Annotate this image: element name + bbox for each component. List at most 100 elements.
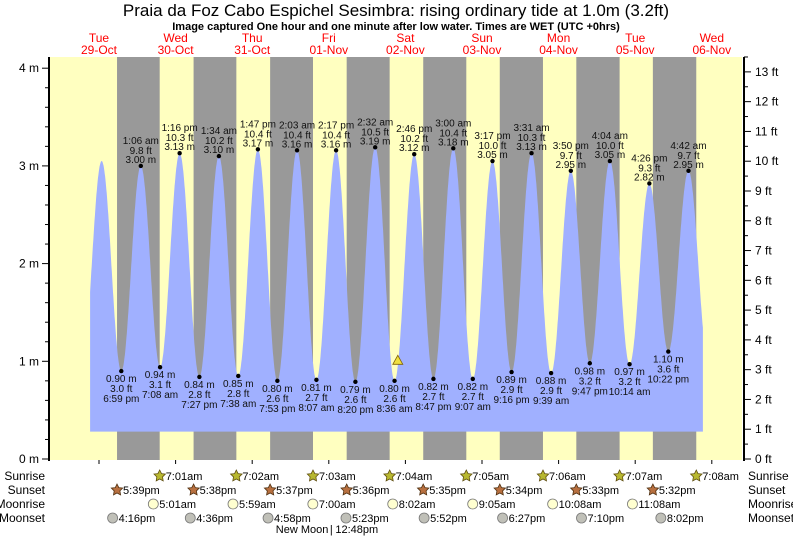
- moonset-icon: [418, 512, 430, 524]
- low-tide-m-label: 0.89 m: [496, 375, 527, 386]
- sunrise-time: 7:08am: [702, 471, 739, 483]
- high-tide-time-label: 2:32 am: [357, 117, 393, 128]
- low-tide-m-label: 0.79 m: [340, 385, 371, 396]
- low-tide-dot: [157, 364, 163, 370]
- moonrise-icon: [307, 498, 319, 510]
- low-tide-time-label: 9:47 pm: [572, 386, 608, 397]
- low-tide-dot: [392, 378, 397, 384]
- high-tide-ft-label: 10.4 ft: [322, 130, 350, 141]
- y-left-tick-label: 4 m: [19, 61, 39, 75]
- high-tide-m-label: 3.16 m: [321, 139, 352, 150]
- high-tide-dot: [647, 181, 652, 186]
- moonrise-icon: [147, 498, 159, 510]
- low-tide-m-label: 0.81 m: [301, 383, 332, 394]
- day-of-week-label: Fri: [322, 31, 336, 45]
- day-of-week-label: Wed: [163, 31, 187, 45]
- y-right-tick-label: 3 ft: [755, 363, 772, 377]
- moonrise-icon: [547, 498, 559, 510]
- moonset-icon: [497, 512, 508, 524]
- sunrise-icon: [153, 469, 167, 482]
- high-tide-time-label: 3:31 am: [513, 123, 549, 134]
- low-tide-m-label: 0.84 m: [184, 380, 215, 391]
- low-tide-m-label: 0.85 m: [223, 379, 254, 390]
- y-right-tick-label: 6 ft: [755, 273, 772, 287]
- high-tide-time-label: 1:47 pm: [240, 119, 276, 130]
- low-tide-ft-label: 3.2 ft: [579, 376, 601, 387]
- high-tide-m-label: 3.10 m: [204, 145, 235, 156]
- low-tide-ft-label: 3.1 ft: [149, 380, 171, 391]
- low-tide-ft-label: 2.7 ft: [422, 392, 444, 403]
- low-tide-time-label: 10:14 am: [609, 387, 651, 398]
- high-tide-ft-label: 10.3 ft: [166, 133, 194, 144]
- high-tide-time-label: 4:04 am: [592, 131, 628, 142]
- high-tide-ft-label: 10.4 ft: [244, 129, 272, 140]
- sunset-time: 5:33pm: [582, 485, 619, 497]
- moonset-row-label-right: Moonset: [748, 511, 793, 525]
- moonset-time: 6:27pm: [509, 513, 546, 525]
- sunrise-icon: [689, 469, 703, 482]
- y-right-tick-label: 10 ft: [755, 154, 779, 168]
- y-right-tick-label: 9 ft: [755, 184, 772, 198]
- chart-title: Praia da Foz Cabo Espichel Sesimbra: ris…: [123, 1, 669, 20]
- high-tide-ft-label: 9.7 ft: [560, 151, 582, 162]
- low-tide-m-label: 0.90 m: [106, 374, 137, 385]
- moonrise-icon: [387, 498, 399, 510]
- sunrise-time: 7:03am: [319, 471, 356, 483]
- low-tide-m-label: 0.88 m: [536, 376, 567, 387]
- day-of-week-label: Tue: [89, 31, 110, 45]
- high-tide-dot: [138, 163, 144, 169]
- sunrise-time: 7:02am: [242, 471, 279, 483]
- low-tide-time-label: 7:08 am: [142, 390, 178, 401]
- low-tide-time-label: 10:22 pm: [647, 375, 689, 386]
- tide-labels: 0.90 m3.0 ft6:59 pm 1:06 am9.8 ft3.00 m 0.…: [103, 117, 706, 415]
- sunset-time: 5:36pm: [353, 485, 390, 497]
- sunset-row-label: Sunset: [8, 483, 46, 497]
- moonset-icon: [184, 512, 196, 524]
- high-tide-ft-label: 9.3 ft: [638, 163, 660, 174]
- high-tide-ft-label: 10.5 ft: [361, 127, 389, 138]
- high-tide-time-label: 2:17 pm: [318, 120, 354, 131]
- high-tide-dot: [255, 147, 261, 152]
- sunrise-time: 7:07am: [626, 471, 663, 483]
- sunset-time: 5:38pm: [200, 485, 237, 497]
- high-tide-ft-label: 10.3 ft: [518, 133, 546, 144]
- sunrise-icon: [459, 469, 473, 482]
- low-tide-ft-label: 3.6 ft: [657, 365, 679, 376]
- high-tide-ft-label: 10.0 ft: [479, 141, 507, 152]
- sunrise-time: 7:06am: [549, 471, 586, 483]
- y-right-tick-label: 12 ft: [755, 95, 779, 109]
- sunset-icon: [493, 483, 507, 496]
- high-tide-time-label: 1:34 am: [201, 126, 237, 137]
- sunrise-icon: [229, 469, 243, 482]
- moonset-time: 5:52pm: [430, 513, 467, 525]
- low-tide-dot: [236, 373, 241, 379]
- high-tide-dot: [490, 158, 495, 164]
- low-tide-dot: [587, 361, 593, 366]
- day-of-week-label: Mon: [547, 31, 570, 45]
- low-tide-time-label: 7:27 pm: [181, 400, 217, 411]
- low-tide-ft-label: 2.7 ft: [305, 393, 327, 404]
- astro-rows: Sunrise Sunrise 7:01am 7:02am 7:03am 7:04am 7:…: [0, 469, 793, 536]
- date-label: 02-Nov: [386, 43, 425, 57]
- low-tide-dot: [548, 370, 554, 376]
- sunrise-icon: [306, 469, 320, 482]
- high-tide-dot: [451, 146, 456, 151]
- high-tide-m-label: 3.17 m: [243, 138, 274, 149]
- low-tide-dot: [431, 376, 436, 382]
- sunrise-time: 7:05am: [472, 471, 509, 483]
- y-left-tick-label: 0 m: [19, 452, 39, 466]
- high-tide-m-label: 3.18 m: [438, 137, 469, 148]
- low-tide-dot: [314, 377, 319, 383]
- low-tide-time-label: 8:36 am: [376, 404, 412, 415]
- moonset-time: 4:58pm: [274, 513, 311, 525]
- low-tide-dot: [197, 374, 202, 380]
- y-right-tick-label: 2 ft: [755, 392, 772, 406]
- moonset-row-label: Moonset: [0, 511, 46, 525]
- high-tide-m-label: 2.82 m: [634, 172, 665, 183]
- low-tide-time-label: 9:07 am: [455, 402, 491, 413]
- low-tide-dot: [509, 369, 514, 375]
- low-tide-ft-label: 3.0 ft: [110, 384, 132, 395]
- sunset-time: 5:37pm: [276, 485, 313, 497]
- moonrise-time: 7:00am: [319, 499, 356, 511]
